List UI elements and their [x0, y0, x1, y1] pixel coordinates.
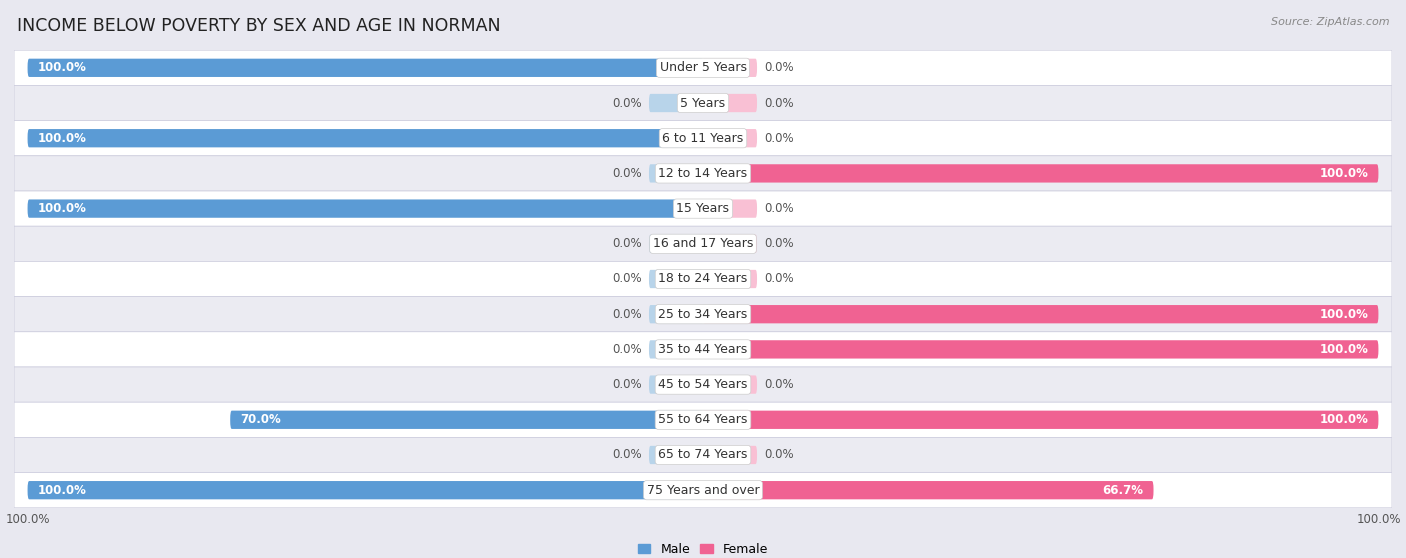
Text: 55 to 64 Years: 55 to 64 Years: [658, 413, 748, 426]
FancyBboxPatch shape: [28, 129, 703, 147]
FancyBboxPatch shape: [14, 50, 1392, 85]
FancyBboxPatch shape: [703, 411, 1378, 429]
Text: 100.0%: 100.0%: [38, 484, 87, 497]
Text: 100.0%: 100.0%: [38, 202, 87, 215]
Text: 0.0%: 0.0%: [763, 97, 793, 109]
FancyBboxPatch shape: [650, 305, 703, 323]
Text: 5 Years: 5 Years: [681, 97, 725, 109]
FancyBboxPatch shape: [14, 261, 1392, 297]
FancyBboxPatch shape: [14, 367, 1392, 402]
Text: 0.0%: 0.0%: [763, 202, 793, 215]
Text: 16 and 17 Years: 16 and 17 Years: [652, 237, 754, 251]
Text: 18 to 24 Years: 18 to 24 Years: [658, 272, 748, 286]
Text: 100.0%: 100.0%: [1319, 413, 1368, 426]
FancyBboxPatch shape: [703, 235, 756, 253]
Text: 0.0%: 0.0%: [613, 167, 643, 180]
Text: 100.0%: 100.0%: [38, 61, 87, 74]
Text: 0.0%: 0.0%: [613, 272, 643, 286]
FancyBboxPatch shape: [703, 305, 1378, 323]
Text: 100.0%: 100.0%: [38, 132, 87, 145]
Text: 6 to 11 Years: 6 to 11 Years: [662, 132, 744, 145]
FancyBboxPatch shape: [14, 156, 1392, 191]
FancyBboxPatch shape: [650, 235, 703, 253]
FancyBboxPatch shape: [703, 270, 756, 288]
Text: 0.0%: 0.0%: [763, 378, 793, 391]
Text: 0.0%: 0.0%: [613, 97, 643, 109]
FancyBboxPatch shape: [650, 270, 703, 288]
FancyBboxPatch shape: [28, 199, 703, 218]
Text: 70.0%: 70.0%: [240, 413, 281, 426]
FancyBboxPatch shape: [650, 94, 703, 112]
FancyBboxPatch shape: [703, 59, 756, 77]
Text: 15 Years: 15 Years: [676, 202, 730, 215]
FancyBboxPatch shape: [703, 376, 756, 394]
FancyBboxPatch shape: [650, 446, 703, 464]
Text: Source: ZipAtlas.com: Source: ZipAtlas.com: [1271, 17, 1389, 27]
Legend: Male, Female: Male, Female: [633, 538, 773, 558]
FancyBboxPatch shape: [650, 340, 703, 359]
Text: 0.0%: 0.0%: [763, 132, 793, 145]
FancyBboxPatch shape: [28, 59, 703, 77]
FancyBboxPatch shape: [703, 129, 756, 147]
FancyBboxPatch shape: [28, 481, 703, 499]
FancyBboxPatch shape: [650, 164, 703, 182]
Text: 25 to 34 Years: 25 to 34 Years: [658, 307, 748, 321]
FancyBboxPatch shape: [14, 332, 1392, 367]
Text: 0.0%: 0.0%: [613, 378, 643, 391]
Text: 0.0%: 0.0%: [613, 343, 643, 356]
FancyBboxPatch shape: [14, 85, 1392, 121]
Text: 66.7%: 66.7%: [1102, 484, 1143, 497]
Text: 0.0%: 0.0%: [613, 307, 643, 321]
FancyBboxPatch shape: [14, 121, 1392, 156]
Text: 0.0%: 0.0%: [763, 449, 793, 461]
FancyBboxPatch shape: [703, 94, 756, 112]
FancyBboxPatch shape: [14, 402, 1392, 437]
FancyBboxPatch shape: [703, 481, 1153, 499]
Text: 75 Years and over: 75 Years and over: [647, 484, 759, 497]
FancyBboxPatch shape: [14, 437, 1392, 473]
Text: 100.0%: 100.0%: [1319, 167, 1368, 180]
FancyBboxPatch shape: [14, 226, 1392, 261]
FancyBboxPatch shape: [703, 164, 1378, 182]
Text: 0.0%: 0.0%: [613, 237, 643, 251]
FancyBboxPatch shape: [14, 297, 1392, 332]
FancyBboxPatch shape: [703, 199, 756, 218]
Text: 0.0%: 0.0%: [763, 237, 793, 251]
Text: 0.0%: 0.0%: [763, 272, 793, 286]
Text: 12 to 14 Years: 12 to 14 Years: [658, 167, 748, 180]
FancyBboxPatch shape: [650, 376, 703, 394]
Text: 65 to 74 Years: 65 to 74 Years: [658, 449, 748, 461]
FancyBboxPatch shape: [231, 411, 703, 429]
Text: INCOME BELOW POVERTY BY SEX AND AGE IN NORMAN: INCOME BELOW POVERTY BY SEX AND AGE IN N…: [17, 17, 501, 35]
Text: 100.0%: 100.0%: [1319, 343, 1368, 356]
FancyBboxPatch shape: [14, 473, 1392, 508]
Text: 45 to 54 Years: 45 to 54 Years: [658, 378, 748, 391]
Text: 0.0%: 0.0%: [613, 449, 643, 461]
Text: Under 5 Years: Under 5 Years: [659, 61, 747, 74]
Text: 35 to 44 Years: 35 to 44 Years: [658, 343, 748, 356]
Text: 100.0%: 100.0%: [1319, 307, 1368, 321]
FancyBboxPatch shape: [14, 191, 1392, 226]
FancyBboxPatch shape: [703, 340, 1378, 359]
FancyBboxPatch shape: [703, 446, 756, 464]
Text: 0.0%: 0.0%: [763, 61, 793, 74]
